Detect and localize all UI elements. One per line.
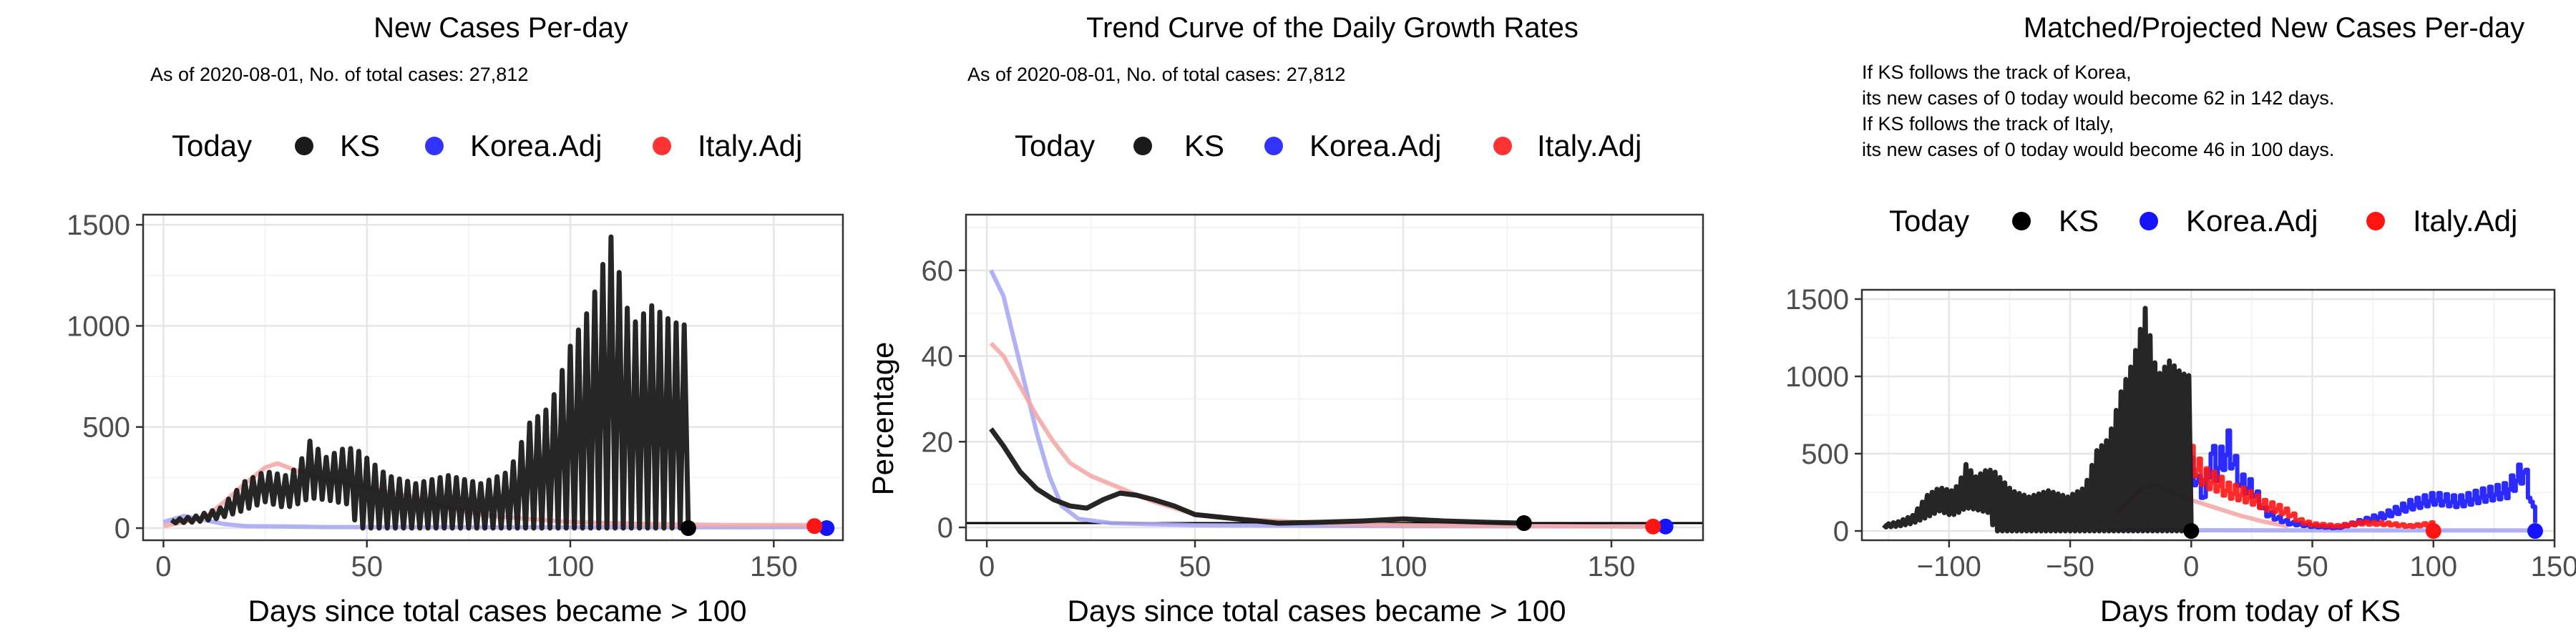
chart-title: Trend Curve of the Daily Growth Rates	[1086, 12, 1579, 44]
legend: Today KS Korea.Adj Italy.Adj	[172, 129, 802, 162]
series-line-korea-adj-projected	[2191, 428, 2537, 530]
x-axis-label: Days since total cases became > 100	[1068, 594, 1566, 628]
x-tick-label: 50	[351, 551, 383, 582]
panel-projected-cases: Matched/Projected New Cases Per-day If K…	[1717, 0, 2576, 644]
x-tick-label: 100	[547, 551, 595, 582]
series-layer	[162, 234, 827, 531]
note-line: If KS follows the track of Korea,	[1862, 62, 2132, 83]
y-tick-label: 500	[82, 412, 130, 444]
today-point-ks	[680, 520, 696, 537]
today-point-korea-adj	[2527, 523, 2543, 540]
plot-area: 0 50 100 150 0 20 40 60	[922, 213, 1704, 582]
legend-label-korea: Korea.Adj	[1309, 129, 1441, 162]
y-tick-label: 40	[922, 341, 954, 373]
panel-growth-rates: Trend Curve of the Daily Growth Rates As…	[859, 0, 1717, 644]
series-line-italy-adj-projected	[2191, 444, 2436, 530]
y-tick-label: 60	[922, 255, 954, 287]
legend-label-korea: Korea.Adj	[2186, 204, 2318, 238]
x-tick-label: 150	[2531, 551, 2576, 582]
today-point-italy-adj	[806, 518, 823, 535]
x-tick-label: 50	[2296, 551, 2328, 582]
y-tick-label: 0	[114, 513, 130, 545]
chart-subtitle: As of 2020-08-01, No. of total cases: 27…	[967, 64, 1345, 85]
y-tick-label: 1500	[1785, 284, 1849, 316]
legend: Today KS Korea.Adj Italy.Adj	[1889, 204, 2517, 238]
y-tick-label: 1500	[67, 210, 130, 241]
panel-new-cases: New Cases Per-day As of 2020-08-01, No. …	[0, 0, 859, 644]
series-line-korea-adj	[989, 269, 1666, 529]
x-tick-label: −100	[1917, 551, 1981, 582]
series-line-italy-adj	[989, 341, 1654, 529]
x-tick-label: 0	[2183, 551, 2199, 582]
x-axis-label: Days from today of KS	[2100, 594, 2401, 628]
legend-key-ks	[2012, 212, 2031, 230]
note-line: If KS follows the track of Italy,	[1862, 113, 2114, 135]
x-axis-label: Days since total cases became > 100	[248, 594, 747, 628]
chart-title: New Cases Per-day	[374, 12, 628, 44]
y-tick-label: 1000	[1785, 361, 1849, 393]
chart-title: Matched/Projected New Cases Per-day	[2024, 12, 2524, 44]
legend-key-korea	[2140, 212, 2158, 230]
legend-label-ks: KS	[2059, 204, 2099, 238]
x-tick-label: 150	[750, 551, 798, 582]
legend-key-ks	[1133, 137, 1152, 155]
today-point-ks	[2183, 523, 2200, 540]
plot-frame	[1860, 288, 2556, 542]
y-tick-label: 500	[1801, 439, 1849, 470]
x-tick-label: −50	[2046, 551, 2094, 582]
new-cases-chart: New Cases Per-day As of 2020-08-01, No. …	[67, 12, 844, 628]
today-point-korea-adj	[1657, 518, 1674, 535]
legend-label-italy: Italy.Adj	[698, 129, 802, 162]
today-point-korea-adj	[819, 520, 835, 537]
note-line: its new cases of 0 today would become 62…	[1862, 87, 2334, 109]
legend-title: Today	[172, 129, 252, 162]
legend-label-italy: Italy.Adj	[1537, 129, 1641, 162]
legend-label-korea: Korea.Adj	[470, 129, 602, 162]
plot-frame	[965, 213, 1704, 542]
today-point-italy-adj	[2425, 523, 2441, 540]
series-layer	[1882, 306, 2537, 534]
chart-subtitle: As of 2020-08-01, No. of total cases: 27…	[150, 64, 528, 85]
legend-label-ks: KS	[1184, 129, 1224, 162]
y-tick-label: 0	[1833, 516, 1849, 547]
note-line: its new cases of 0 today would become 46…	[1862, 139, 2334, 160]
legend-key-italy	[653, 137, 671, 155]
projection-notes: If KS follows the track of Korea, its ne…	[1862, 62, 2334, 160]
series-line-ks	[170, 234, 691, 531]
plot-frame	[142, 213, 844, 542]
x-tick-label: 100	[2409, 551, 2457, 582]
legend-key-italy	[1493, 137, 1512, 155]
y-tick-label: 1000	[67, 311, 130, 342]
legend-key-korea	[425, 137, 444, 155]
legend-title: Today	[1015, 129, 1095, 162]
today-point-ks	[1516, 515, 1532, 532]
y-tick-label: 0	[937, 512, 953, 544]
legend-title: Today	[1889, 204, 1969, 238]
projection-chart: Matched/Projected New Cases Per-day If K…	[1785, 12, 2576, 628]
series-line-ks	[989, 427, 1524, 526]
series-line-ks	[1882, 306, 2194, 534]
legend-label-ks: KS	[340, 129, 380, 162]
today-point-italy-adj	[1645, 518, 1662, 535]
x-tick-label: 0	[155, 551, 171, 582]
x-tick-label: 50	[1179, 551, 1211, 582]
legend: Today KS Korea.Adj Italy.Adj	[1015, 129, 1641, 162]
series-layer	[966, 269, 1703, 529]
legend-key-korea	[1264, 137, 1283, 155]
growth-rate-chart: Trend Curve of the Daily Growth Rates As…	[866, 12, 1704, 628]
legend-label-italy: Italy.Adj	[2413, 204, 2517, 238]
x-tick-label: 100	[1380, 551, 1428, 582]
legend-key-italy	[2366, 212, 2385, 230]
x-tick-label: 0	[979, 551, 995, 582]
y-axis-label: Percentage	[866, 342, 899, 496]
legend-key-ks	[295, 137, 313, 155]
x-tick-label: 150	[1588, 551, 1636, 582]
y-tick-label: 20	[922, 426, 954, 458]
